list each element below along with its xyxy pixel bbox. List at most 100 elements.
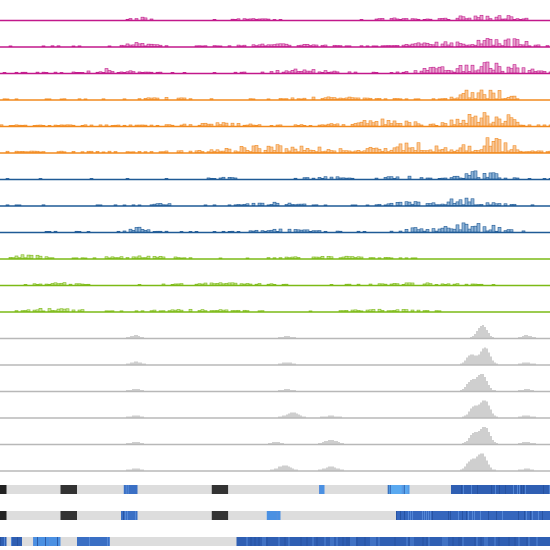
signal-bar (452, 203, 457, 206)
signal-bar (443, 123, 448, 127)
signal-bar (371, 148, 376, 153)
signal-bar (389, 123, 394, 127)
signal-bar (503, 120, 508, 127)
segment-stripe (45, 537, 46, 546)
segment-stripe (319, 485, 320, 494)
signal-bar (389, 176, 394, 180)
segment-stripe (461, 485, 462, 494)
segment-stripe (356, 537, 358, 546)
signal-bar (494, 39, 499, 47)
signal-bar (62, 282, 67, 286)
segment-block (77, 511, 121, 520)
signal-bar (311, 96, 316, 100)
signal-bar (437, 66, 442, 74)
segment-stripe (89, 537, 90, 546)
signal-bar (476, 92, 481, 100)
segment-stripe (404, 511, 405, 520)
signal-bar (476, 69, 481, 74)
segment-stripe (123, 511, 124, 520)
segment-stripe (532, 511, 533, 520)
signal-bar (473, 225, 478, 233)
signal-bar (299, 145, 304, 153)
signal-bar (506, 38, 511, 47)
signal-bar (29, 254, 34, 259)
signal-bar (491, 141, 496, 153)
signal-bar (104, 68, 109, 74)
signal-bar (479, 43, 484, 47)
signal-bar (473, 15, 478, 21)
segment-stripe (49, 537, 50, 546)
segment-stripe (348, 537, 350, 546)
segment-stripe (407, 485, 409, 494)
signal-bar (251, 145, 256, 153)
signal-bar (458, 65, 463, 74)
signal-bar (416, 229, 421, 233)
segment-stripe (403, 485, 405, 494)
segment-stripe (468, 511, 469, 520)
signal-bar (512, 38, 517, 47)
signal-bar (515, 121, 520, 127)
signal-bar (407, 282, 412, 286)
segment-stripe (542, 511, 543, 520)
signal-bar (488, 67, 493, 74)
segment-stripe (442, 537, 444, 546)
segment-block (60, 511, 77, 520)
signal-bar (461, 144, 466, 153)
signal-bar (329, 123, 334, 127)
signal-bar (467, 201, 472, 206)
signal-bar (197, 150, 202, 153)
signal-bar (152, 256, 157, 259)
signal-bar (188, 308, 193, 312)
segmentation-1 (0, 485, 550, 494)
signal-bar (215, 149, 220, 153)
segment-stripe (428, 537, 430, 546)
signal-bar (272, 201, 277, 206)
signal-bar (425, 282, 430, 286)
signal-bar (407, 175, 412, 180)
signal-bar (470, 92, 475, 100)
segment-stripe (246, 537, 248, 546)
segment-stripe (396, 511, 397, 520)
signal-bar (392, 147, 397, 153)
signal-bar (311, 150, 316, 153)
segment-stripe (498, 537, 500, 546)
signal-bar (443, 226, 448, 233)
coverage-area (0, 325, 550, 338)
segment-stripe (494, 537, 496, 546)
signal-bar (503, 142, 508, 153)
segment-stripe (354, 537, 356, 546)
segment-stripe (288, 537, 290, 546)
signal-bar (440, 149, 445, 153)
segment-block (324, 485, 388, 494)
signal-bar (293, 229, 298, 233)
signal-bar (485, 202, 490, 206)
signal-bar (428, 149, 433, 153)
segment-stripe (460, 537, 462, 546)
signal-bar (20, 254, 25, 259)
signal-bar (149, 43, 154, 47)
signal-bar (458, 15, 463, 21)
signal-bar (455, 149, 460, 153)
segment-stripe (536, 537, 538, 546)
signal-bar (404, 282, 409, 286)
signal-bar (509, 16, 514, 21)
signal-bar (473, 149, 478, 153)
segment-stripe (107, 537, 108, 546)
signal-bar (305, 229, 310, 233)
signal-bar (458, 199, 463, 206)
signal-bar (125, 43, 130, 47)
signal-bar (488, 172, 493, 180)
signal-bar (386, 120, 391, 127)
signal-track-2 (0, 38, 550, 48)
signal-bar (407, 147, 412, 153)
signal-bar (260, 43, 265, 47)
segment-block (319, 485, 325, 494)
signal-bar (512, 119, 517, 127)
segment-stripe (387, 485, 389, 494)
signal-bar (284, 43, 289, 47)
segment-stripe (370, 537, 372, 546)
segment-stripe (505, 485, 506, 494)
signal-bar (506, 15, 511, 21)
signal-bar (464, 89, 469, 100)
segment-stripe (372, 537, 374, 546)
